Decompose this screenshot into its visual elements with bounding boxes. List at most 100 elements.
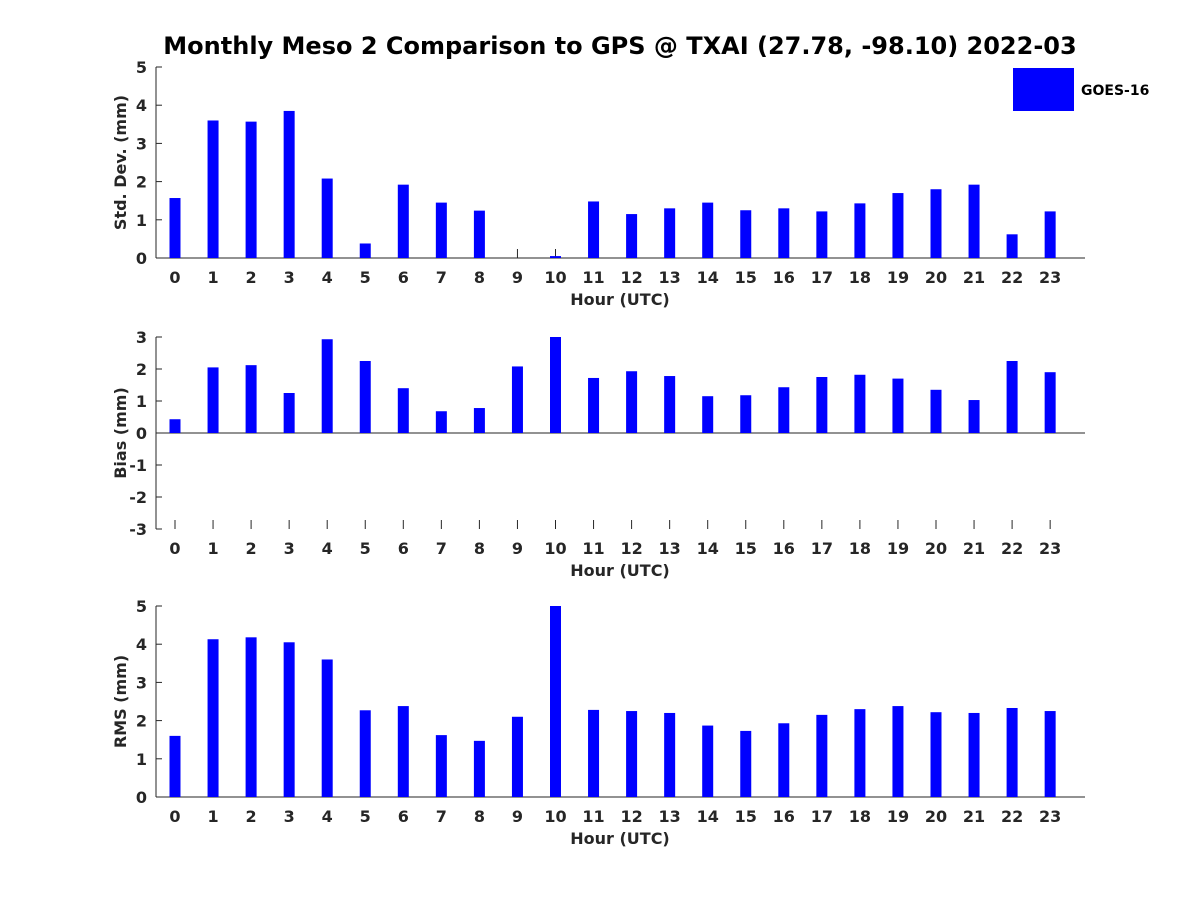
bias-x-tick-label: 11 xyxy=(582,539,604,558)
std-dev-bar-hour-8 xyxy=(473,210,485,258)
rms-x-tick-label: 20 xyxy=(925,807,947,826)
std-dev-x-tick-label: 12 xyxy=(620,268,642,287)
rms-x-tick-label: 22 xyxy=(1001,807,1023,826)
bias-bar-hour-14 xyxy=(702,396,714,433)
std-dev-bar-hour-15 xyxy=(740,210,752,258)
bias-x-tick-label: 17 xyxy=(811,539,833,558)
std-dev-x-tick-label: 16 xyxy=(773,268,795,287)
bias-x-tick-label: 23 xyxy=(1039,539,1061,558)
rms-x-tick-label: 21 xyxy=(963,807,985,826)
std-dev-bar-hour-17 xyxy=(816,211,828,258)
std-dev-bar-hour-14 xyxy=(702,202,714,258)
std-dev-x-tick-label: 20 xyxy=(925,268,947,287)
rms-y-axis-label: RMS (mm) xyxy=(111,655,130,748)
bias-x-tick-label: 4 xyxy=(322,539,333,558)
bias-bar-hour-7 xyxy=(435,411,447,433)
bias-bar-hour-5 xyxy=(359,361,371,433)
bias-bar-hour-11 xyxy=(588,377,600,433)
bias-bar-hour-10 xyxy=(550,337,561,433)
rms-bar-hour-18 xyxy=(854,709,866,797)
rms-bar-hour-7 xyxy=(435,735,447,797)
rms-bar-hour-13 xyxy=(664,712,676,797)
std-dev-x-tick-label: 10 xyxy=(544,268,566,287)
std-dev-x-tick-label: 4 xyxy=(322,268,333,287)
rms-y-tick-label: 3 xyxy=(136,673,147,692)
std-dev-x-tick-label: 0 xyxy=(169,268,180,287)
rms-bar-hour-20 xyxy=(930,712,942,797)
std-dev-bar-hour-4 xyxy=(321,178,333,258)
std-dev-y-tick-label: 5 xyxy=(136,58,147,77)
bias-y-axis-label: Bias (mm) xyxy=(111,387,130,479)
rms-bar-hour-16 xyxy=(778,723,790,797)
bias-bar-hour-18 xyxy=(854,374,866,433)
bias-bar-hour-0 xyxy=(169,419,181,433)
rms-bar-hour-8 xyxy=(473,740,485,797)
bias-x-axis-label: Hour (UTC) xyxy=(570,561,670,580)
bias-x-tick-label: 19 xyxy=(887,539,909,558)
rms-x-tick-label: 5 xyxy=(360,807,371,826)
bias-y-tick-label: 3 xyxy=(136,328,147,347)
bias-bar-hour-23 xyxy=(1044,372,1056,433)
std-dev-y-axis-label: Std. Dev. (mm) xyxy=(111,95,130,230)
rms-x-tick-label: 7 xyxy=(436,807,447,826)
rms-x-tick-label: 3 xyxy=(284,807,295,826)
std-dev-bar-hour-23 xyxy=(1044,211,1056,258)
rms-x-tick-label: 6 xyxy=(398,807,409,826)
rms-bar-hour-2 xyxy=(245,637,257,797)
bias-bar-hour-3 xyxy=(283,393,295,433)
bias-bar-hour-4 xyxy=(321,339,333,433)
bias-bar-hour-13 xyxy=(664,376,676,433)
bias-x-tick-label: 20 xyxy=(925,539,947,558)
std-dev-bar-hour-6 xyxy=(397,184,409,258)
rms-y-tick-label: 4 xyxy=(136,635,147,654)
rms-bar-hour-5 xyxy=(359,710,371,797)
std-dev-x-tick-label: 21 xyxy=(963,268,985,287)
bias-bar-hour-1 xyxy=(207,367,219,433)
bias-x-tick-label: 22 xyxy=(1001,539,1023,558)
bias-bar-hour-8 xyxy=(473,408,485,433)
rms-x-tick-label: 12 xyxy=(620,807,642,826)
bias-x-tick-label: 5 xyxy=(360,539,371,558)
bias-x-tick-label: 13 xyxy=(659,539,681,558)
std-dev-y-tick-label: 4 xyxy=(136,96,147,115)
rms-bar-hour-21 xyxy=(968,712,980,797)
bias-x-tick-label: 0 xyxy=(169,539,180,558)
rms-x-tick-label: 15 xyxy=(735,807,757,826)
std-dev-x-tick-label: 6 xyxy=(398,268,409,287)
std-dev-x-axis-label: Hour (UTC) xyxy=(570,290,670,309)
rms-x-tick-label: 17 xyxy=(811,807,833,826)
std-dev-x-tick-label: 13 xyxy=(659,268,681,287)
bias-x-tick-label: 3 xyxy=(284,539,295,558)
legend-label-goes-16: GOES-16 xyxy=(1081,83,1149,99)
rms-x-tick-label: 19 xyxy=(887,807,909,826)
rms-x-tick-label: 14 xyxy=(697,807,719,826)
rms-bar-hour-19 xyxy=(892,706,904,797)
rms-bar-hour-3 xyxy=(283,642,295,797)
std-dev-x-tick-label: 1 xyxy=(207,268,218,287)
bias-x-tick-label: 8 xyxy=(474,539,485,558)
legend: GOES-16 xyxy=(1013,68,1149,111)
rms-bar-hour-6 xyxy=(397,706,409,797)
std-dev-bar-hour-7 xyxy=(435,202,447,258)
bias-bar-hour-19 xyxy=(892,378,904,433)
rms-x-tick-label: 0 xyxy=(169,807,180,826)
std-dev-x-tick-label: 5 xyxy=(360,268,371,287)
rms-y-tick-label: 0 xyxy=(136,788,147,807)
std-dev-y-tick-label: 1 xyxy=(136,211,147,230)
rms-x-tick-label: 9 xyxy=(512,807,523,826)
bias-x-tick-label: 14 xyxy=(697,539,719,558)
bias-x-tick-label: 2 xyxy=(246,539,257,558)
std-dev-x-tick-label: 2 xyxy=(246,268,257,287)
std-dev-bar-hour-13 xyxy=(664,208,676,258)
bias-y-tick-label: 0 xyxy=(136,424,147,443)
std-dev-bar-hour-11 xyxy=(588,201,600,258)
std-dev-bar-hour-5 xyxy=(359,243,371,258)
rms-y-tick-label: 5 xyxy=(136,597,147,616)
std-dev-bar-hour-19 xyxy=(892,193,904,258)
std-dev-bar-hour-18 xyxy=(854,203,866,258)
rms-bar-hour-0 xyxy=(169,735,181,797)
